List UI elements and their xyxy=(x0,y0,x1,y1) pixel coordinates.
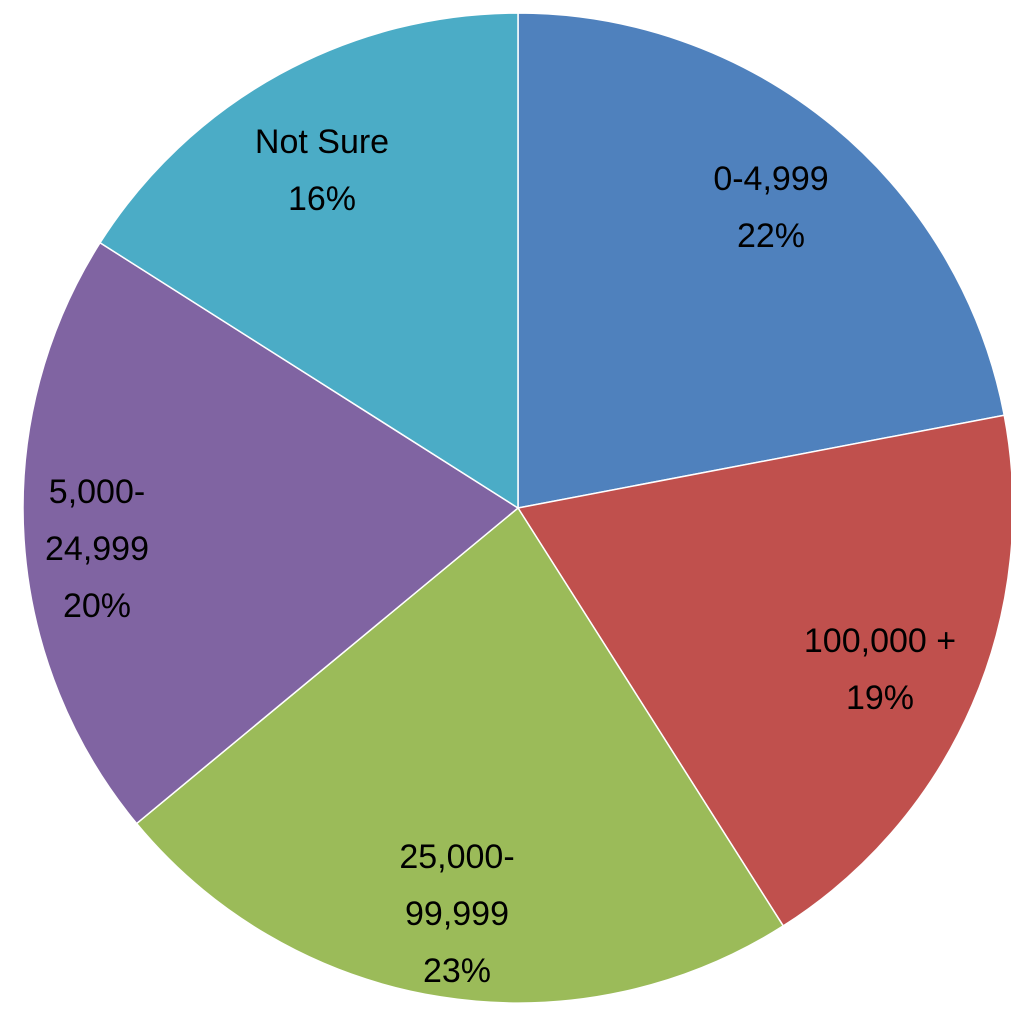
pie-slice-3 xyxy=(135,506,785,1004)
slice-category-label: Not Sure xyxy=(255,123,389,161)
pie-labels: 0-4,999 22% 100,000 + 19% 25,000- 99,999 23% 5,… xyxy=(45,123,956,990)
slice-category-label: 25,000- xyxy=(399,838,514,876)
slice-category-label: 100,000 + xyxy=(804,622,956,660)
slice-label-4: 5,000- 24,999 20% xyxy=(45,473,149,625)
slice-label-3: 25,000- 99,999 23% xyxy=(399,838,514,990)
slice-percent-label: 22% xyxy=(737,217,805,255)
slice-percent-label: 16% xyxy=(288,180,356,218)
slice-category-label: 5,000- xyxy=(49,473,145,511)
pie-slices xyxy=(22,12,1011,1004)
pie-slice-1 xyxy=(517,12,1006,509)
slice-percent-label: 20% xyxy=(63,587,131,625)
slice-percent-label: 19% xyxy=(846,679,914,717)
pie-slice-4 xyxy=(22,241,520,825)
slice-category-label: 0-4,999 xyxy=(713,160,828,198)
slice-percent-label: 23% xyxy=(423,952,491,990)
slice-category-label: 24,999 xyxy=(45,530,149,568)
pie-slice-5 xyxy=(99,12,519,510)
pie-slice-2 xyxy=(516,414,1011,927)
slice-label-5: Not Sure 16% xyxy=(255,123,389,218)
slice-label-2: 100,000 + 19% xyxy=(804,622,956,717)
slice-label-1: 0-4,999 22% xyxy=(713,160,828,255)
slice-category-label: 99,999 xyxy=(405,895,509,933)
